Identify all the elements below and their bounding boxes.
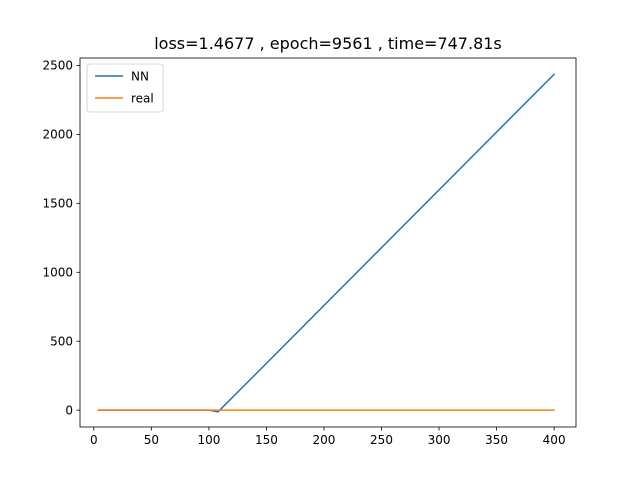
series-layer: [97, 73, 556, 413]
y-tick-label: 500: [50, 335, 73, 349]
legend: NN real: [86, 63, 164, 113]
plot-area: [79, 57, 577, 428]
y-tick-label: 1500: [42, 197, 73, 211]
y-tick-label: 2000: [42, 128, 73, 142]
axes-frame: [79, 57, 577, 428]
x-tick-label: 100: [197, 433, 220, 447]
x-axis: 0 50 100 150 200 250 300 350 400: [90, 427, 566, 447]
x-tick-label: 150: [255, 433, 278, 447]
plot-background: [80, 58, 576, 427]
legend-label-nn: NN: [131, 69, 149, 83]
y-tick-label: 0: [65, 403, 73, 417]
x-tick-label: 350: [485, 433, 508, 447]
x-tick-label: 50: [144, 433, 159, 447]
x-tick-label: 250: [370, 433, 393, 447]
x-tick-label: 300: [428, 433, 451, 447]
y-tick-label: 2500: [42, 59, 73, 73]
x-tick-label: 0: [90, 433, 98, 447]
x-tick-label: 200: [313, 433, 336, 447]
chart-title: loss=1.4677 , epoch=9561 , time=747.81s: [154, 34, 502, 53]
legend-label-real: real: [131, 91, 154, 105]
y-axis: 0 500 1000 1500 2000 2500: [42, 59, 80, 417]
y-tick-label: 1000: [42, 266, 73, 280]
x-tick-label: 400: [543, 433, 566, 447]
